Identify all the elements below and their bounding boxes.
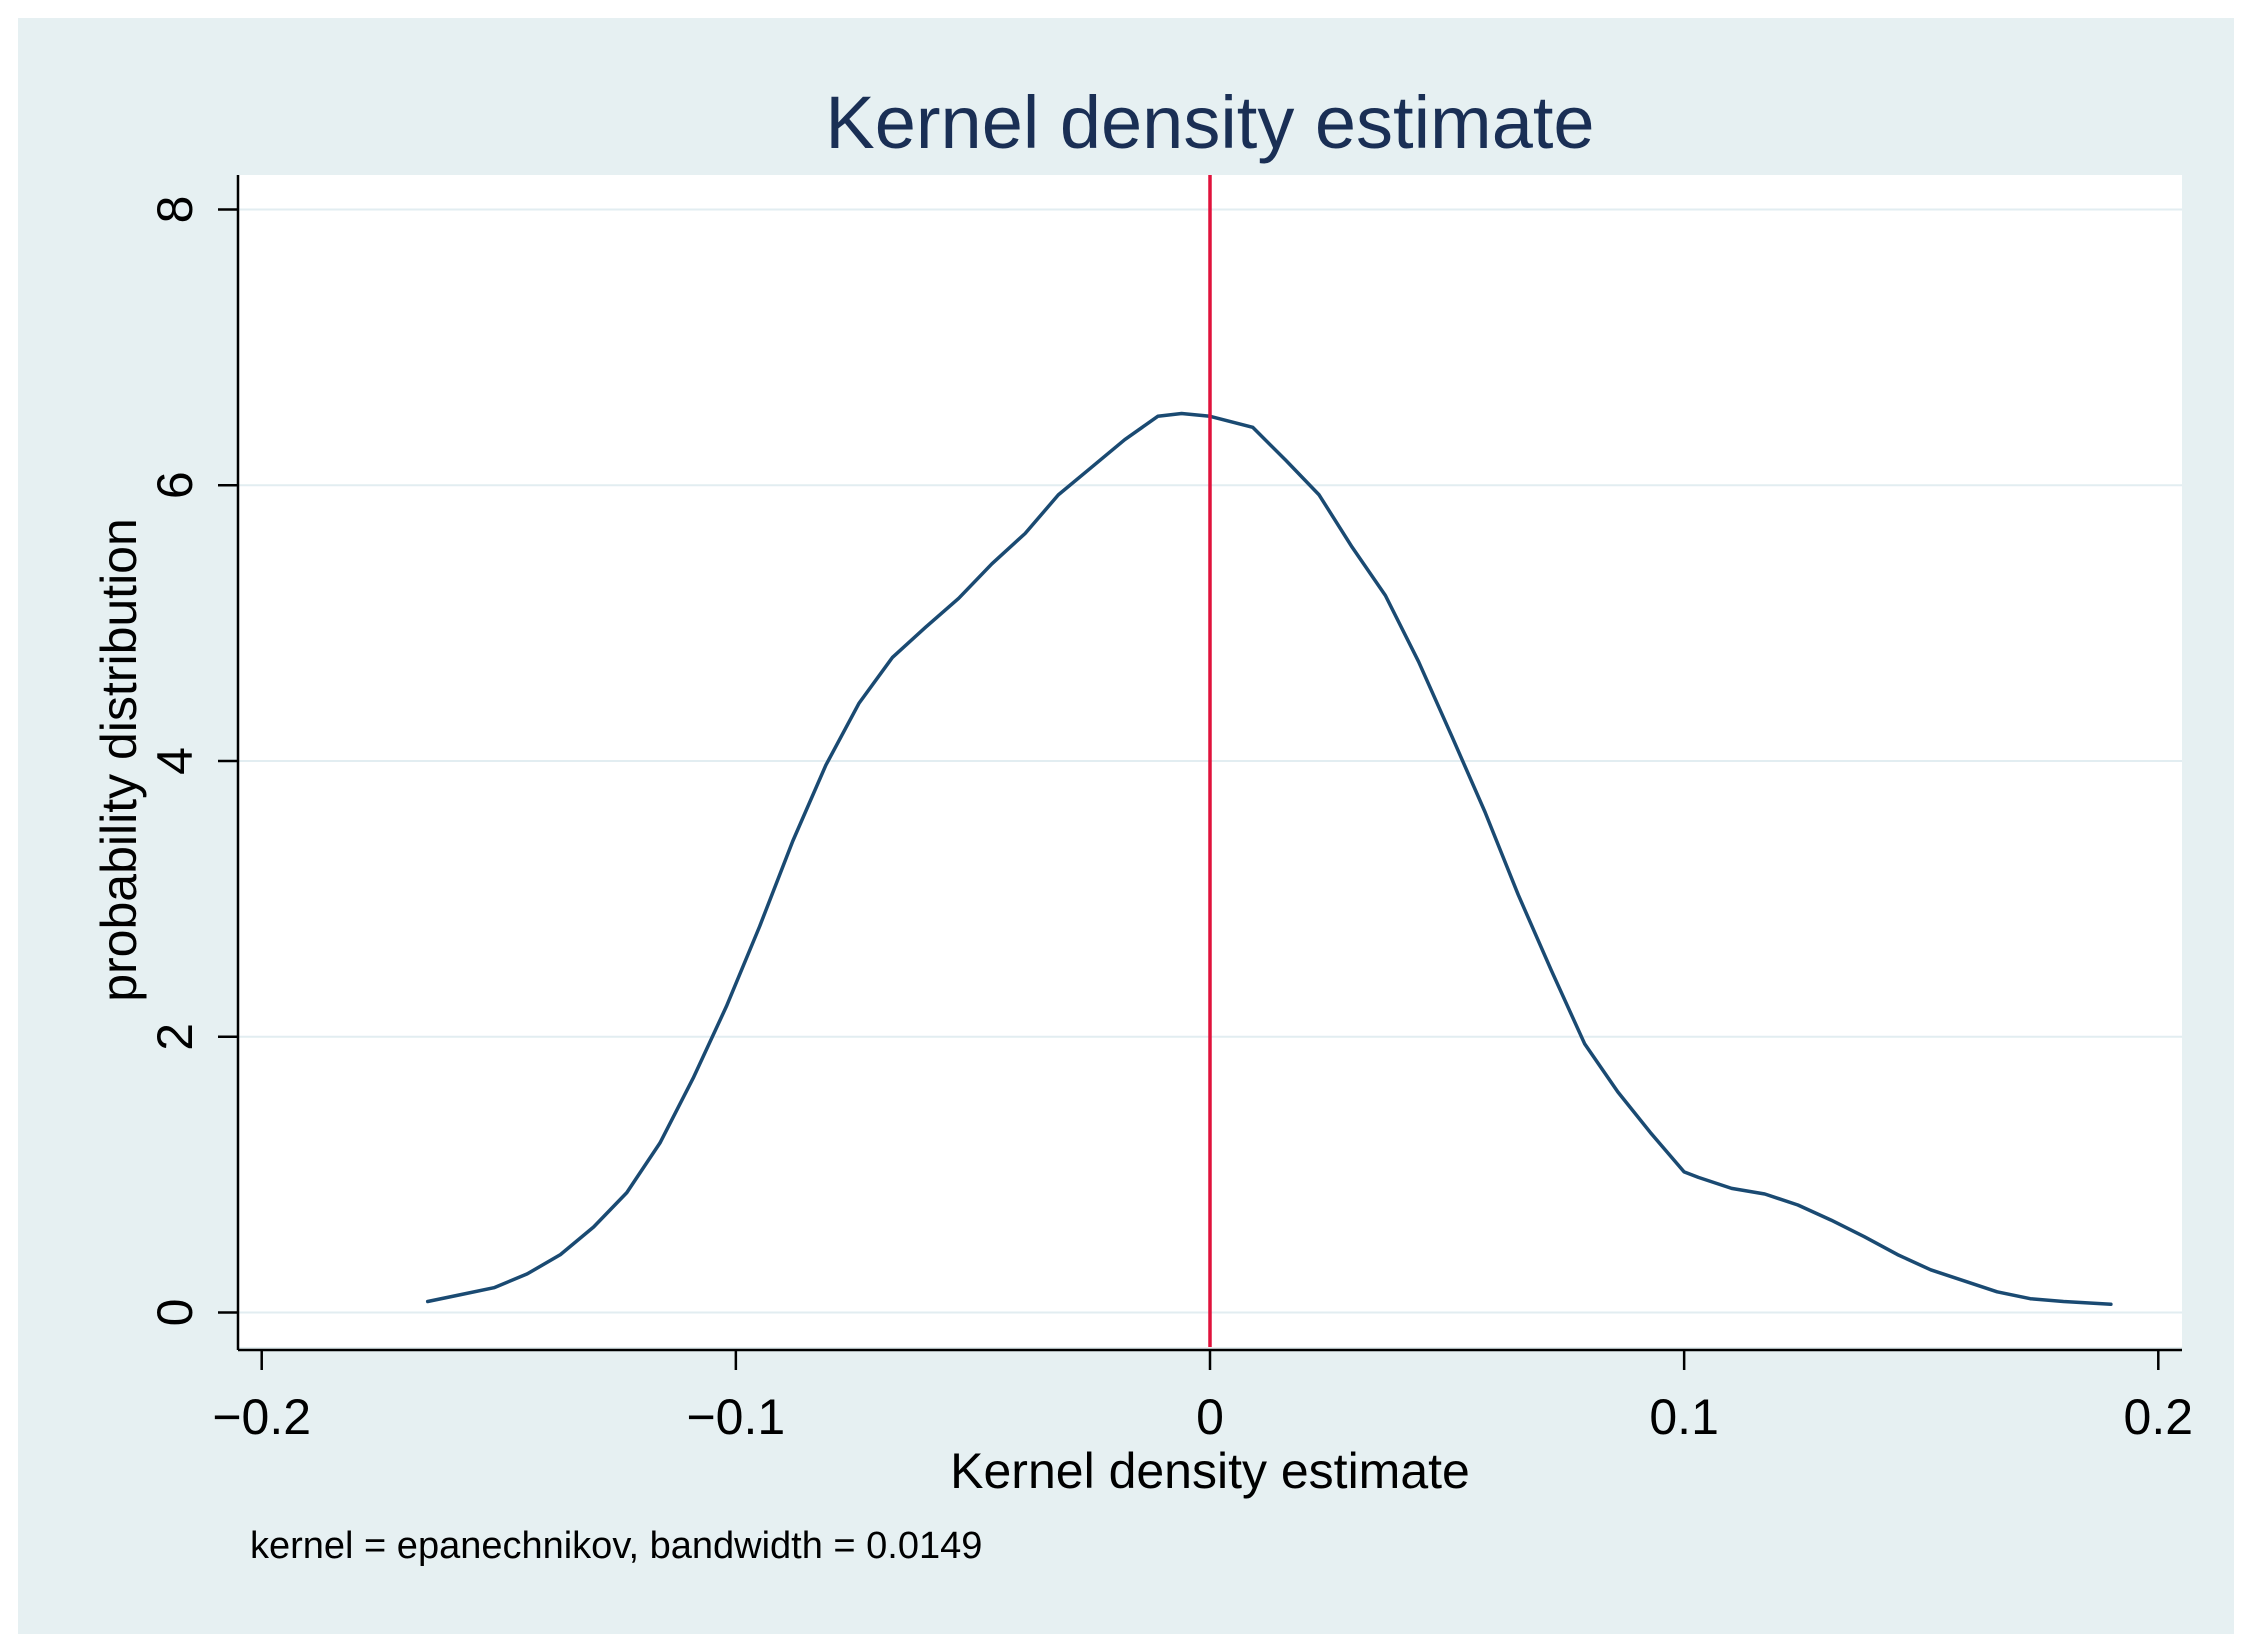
x-tick-label: −0.1 <box>686 1389 785 1445</box>
y-tick-label: 8 <box>147 196 203 224</box>
x-tick-label: 0.2 <box>2124 1389 2194 1445</box>
kernel-note: kernel = epanechnikov, bandwidth = 0.014… <box>250 1525 982 1567</box>
density-series <box>425 411 2113 1307</box>
axes: −0.2 −0.1 0 0.1 0.2 0 2 4 6 8 <box>147 175 2193 1445</box>
y-tick-label: 2 <box>147 1023 203 1051</box>
y-tick-label: 4 <box>147 747 203 775</box>
x-tick-label: 0 <box>1196 1389 1224 1445</box>
y-axis-label: probability distribution <box>91 518 147 1002</box>
density-curve <box>425 411 2113 1307</box>
chart-title: Kernel density estimate <box>825 81 1594 164</box>
y-tick-label: 6 <box>147 471 203 499</box>
x-axis-label: Kernel density estimate <box>950 1443 1470 1499</box>
x-tick-label: 0.1 <box>1649 1389 1719 1445</box>
y-tick-label: 0 <box>147 1299 203 1327</box>
x-tick-label: −0.2 <box>212 1389 311 1445</box>
